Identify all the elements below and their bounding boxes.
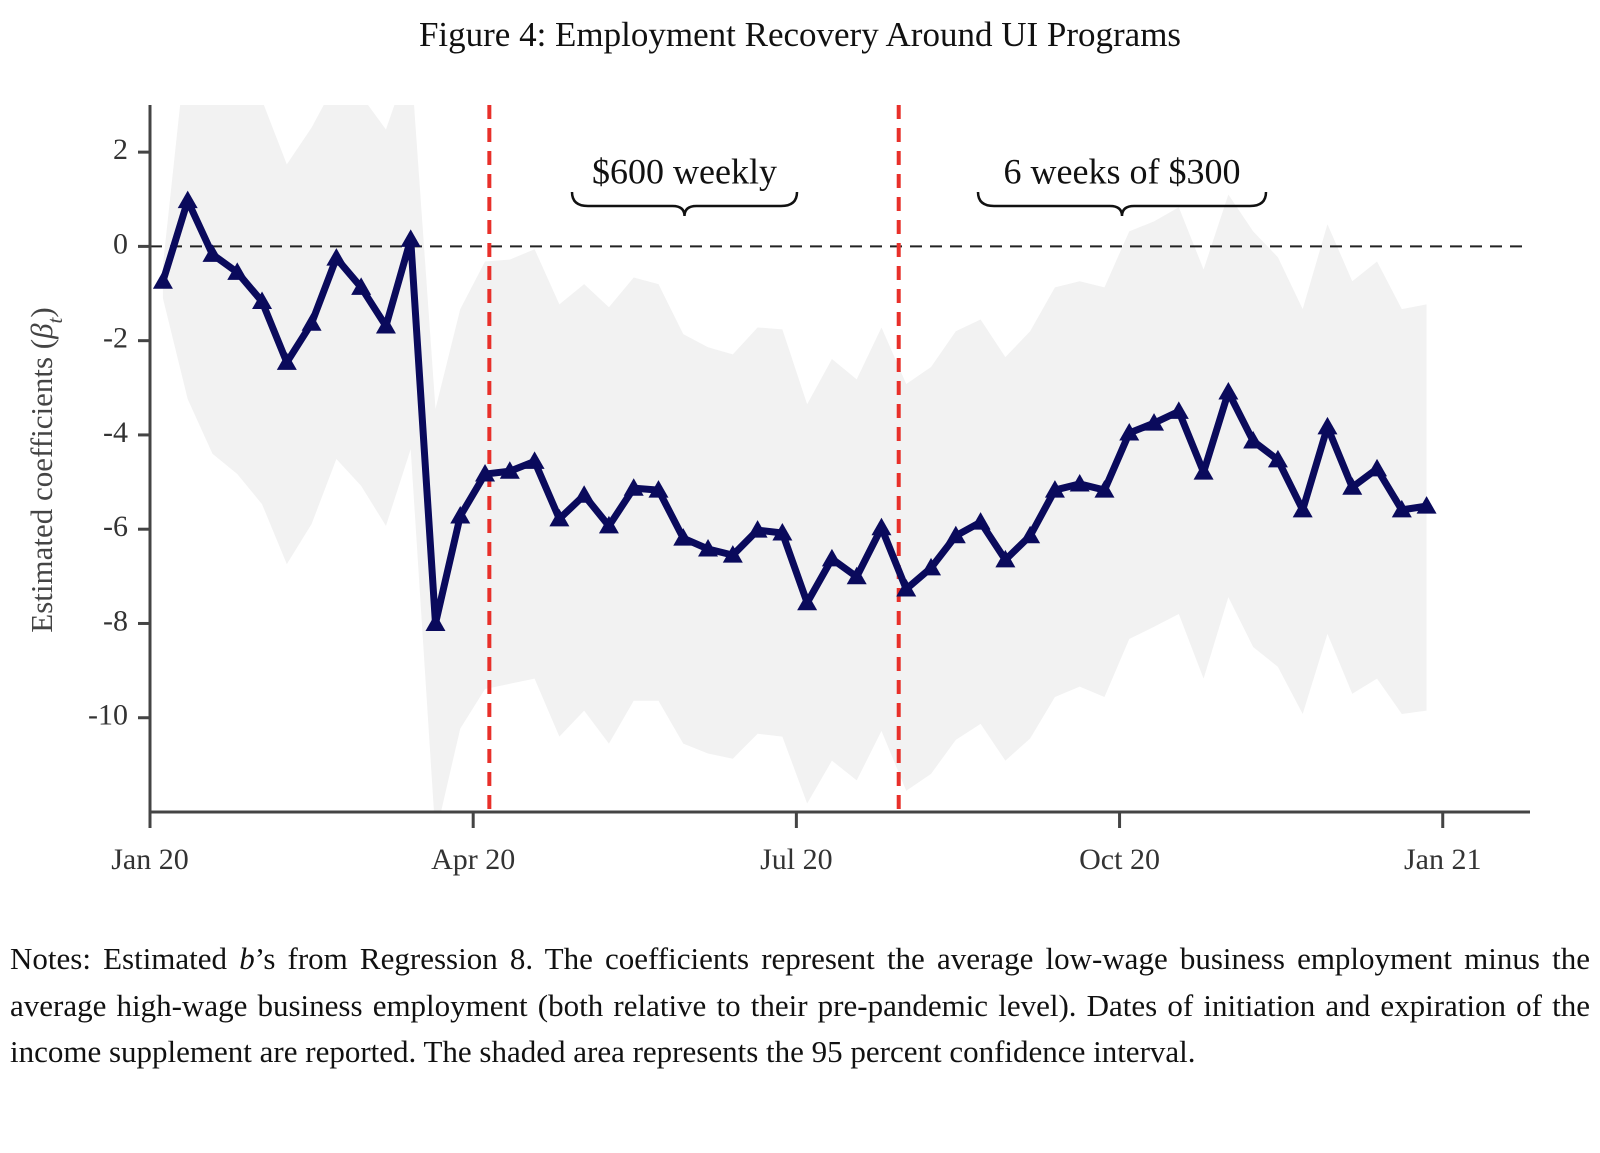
marker bbox=[1044, 480, 1065, 498]
marker bbox=[1317, 416, 1338, 435]
marker bbox=[648, 480, 669, 498]
notes-symbol: b bbox=[239, 941, 255, 976]
marker bbox=[871, 517, 892, 536]
marker bbox=[177, 190, 198, 209]
marker bbox=[351, 277, 372, 295]
marker bbox=[524, 451, 545, 469]
y-tick-label: 0 bbox=[113, 227, 128, 260]
marker bbox=[921, 557, 942, 576]
marker bbox=[1243, 431, 1264, 449]
marker bbox=[747, 520, 768, 538]
marker bbox=[425, 613, 446, 631]
x-tick-label: Oct 20 bbox=[1079, 843, 1160, 876]
marker bbox=[846, 566, 867, 585]
y-tick-label: 2 bbox=[113, 133, 128, 166]
marker bbox=[499, 461, 520, 479]
plot-area bbox=[150, 105, 1530, 812]
marker bbox=[995, 549, 1016, 568]
notes: Notes: Estimated b’s from Regression 8. … bbox=[10, 936, 1590, 1076]
marker bbox=[722, 545, 743, 563]
chart-title: Figure 4: Employment Recovery Around UI … bbox=[419, 15, 1181, 54]
x-tick-label: Apr 20 bbox=[431, 843, 515, 876]
marker bbox=[400, 229, 421, 247]
marker bbox=[1342, 477, 1363, 495]
marker bbox=[1020, 525, 1041, 544]
y-axis-label: Estimated coefficients (βt) bbox=[24, 307, 67, 632]
marker bbox=[673, 528, 694, 546]
marker bbox=[1193, 462, 1214, 480]
marker bbox=[326, 248, 347, 266]
marker bbox=[1218, 382, 1239, 400]
series-line bbox=[159, 197, 1428, 627]
x-tick-label: Jul 20 bbox=[760, 843, 833, 876]
annotation: 6 weeks of $300 bbox=[1004, 151, 1241, 191]
y-label-subscript: t bbox=[43, 316, 67, 323]
marker bbox=[945, 525, 966, 544]
annotation: $600 weekly bbox=[592, 151, 777, 191]
marker bbox=[227, 262, 248, 280]
marker bbox=[202, 244, 223, 262]
marker bbox=[1069, 473, 1090, 492]
marker bbox=[1094, 480, 1115, 498]
marker bbox=[450, 506, 471, 524]
y-tick-label: -6 bbox=[103, 510, 128, 543]
y-tick-label: -10 bbox=[88, 699, 128, 732]
marker bbox=[475, 464, 496, 482]
y-tick-label: -4 bbox=[103, 416, 128, 449]
marker bbox=[301, 313, 322, 331]
marker bbox=[896, 579, 917, 597]
marker bbox=[821, 548, 842, 567]
marker bbox=[797, 592, 818, 611]
marker bbox=[549, 508, 570, 527]
marker bbox=[970, 512, 991, 530]
y-label-symbol: β bbox=[24, 323, 59, 340]
marker bbox=[1144, 413, 1165, 431]
y-label-close: ) bbox=[24, 307, 59, 317]
marker bbox=[1119, 423, 1140, 441]
annotation-brace bbox=[570, 191, 799, 217]
marker bbox=[252, 291, 273, 310]
marker bbox=[152, 271, 173, 289]
marker bbox=[276, 352, 297, 370]
marker bbox=[375, 316, 396, 334]
marker bbox=[1292, 499, 1313, 518]
marker bbox=[623, 478, 644, 496]
notes-text: Notes: Estimated bbox=[10, 941, 240, 976]
marker bbox=[1168, 401, 1189, 419]
marker bbox=[1391, 499, 1412, 518]
x-tick-label: Jan 21 bbox=[1404, 843, 1482, 876]
marker bbox=[1367, 458, 1388, 477]
marker bbox=[598, 515, 619, 534]
marker bbox=[1416, 496, 1437, 514]
annotation-brace bbox=[976, 191, 1268, 217]
x-tick-label: Jan 20 bbox=[111, 843, 189, 876]
y-tick-label: -8 bbox=[103, 604, 128, 637]
marker bbox=[698, 538, 719, 557]
notes-text: ’s from Regression 8. The coefficients r… bbox=[10, 941, 1590, 1069]
marker bbox=[772, 522, 793, 541]
marker bbox=[574, 485, 595, 503]
chart: Figure 4: Employment Recovery Around UI … bbox=[24, 15, 1530, 876]
marker bbox=[1267, 449, 1288, 468]
confidence-band bbox=[162, 105, 1427, 812]
y-label-text: Estimated coefficients ( bbox=[24, 339, 59, 633]
y-tick-label: -2 bbox=[103, 322, 128, 355]
